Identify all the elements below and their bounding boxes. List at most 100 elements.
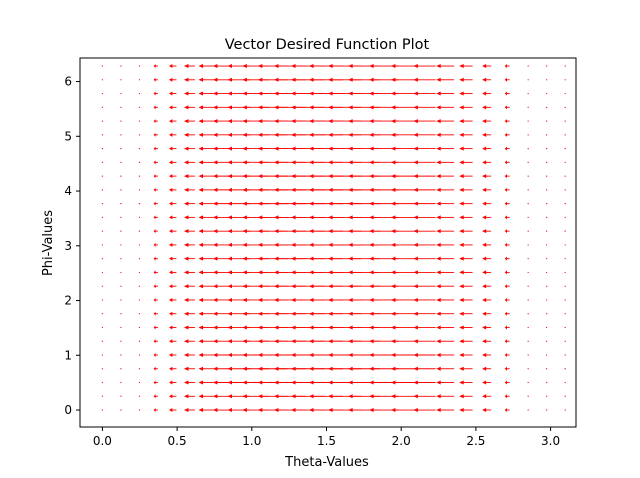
vector-arrow [169,242,177,247]
vector-arrow-head [413,311,418,316]
vector-arrow-head [183,284,189,289]
vector-arrow [120,106,122,108]
vector-arrow [504,270,510,275]
vector-arrow [413,105,436,110]
vector-arrow [183,64,195,69]
vector-arrow [138,313,141,315]
vector-arrow [504,119,510,124]
vector-arrow-head [413,229,418,234]
vector-arrow [169,325,177,330]
vector-arrow-head [436,174,441,179]
vector-arrow-head [291,297,296,302]
vector-arrow [482,256,492,261]
vector-arrow-head [273,174,279,179]
vector-arrow-head [504,325,507,330]
vector-arrow [459,242,473,247]
vector-arrow-head [291,339,296,344]
vector-arrow [436,119,455,124]
vector-arrow-head [459,297,464,302]
y-tick-label: 1 [64,348,72,362]
vector-arrow [564,299,566,301]
vector-arrow-head [257,91,263,96]
vector-arrow [504,380,510,385]
vector-arrow-head [504,229,507,234]
vector-arrow [390,215,418,220]
vector-arrow-head [309,366,314,371]
vector-arrow-head [153,105,156,110]
vector-arrow [153,215,158,220]
vector-arrow [546,409,548,411]
vector-arrow-head [242,352,247,357]
vector-arrow-head [273,119,279,124]
vector-arrow [482,132,492,137]
vector-arrow [564,395,566,397]
vector-arrow-head [436,229,441,234]
vector-arrow [169,187,177,192]
vector-arrow-head [482,270,487,275]
vector-arrow [459,187,473,192]
vector-arrow [459,366,473,371]
vector-arrow [413,174,436,179]
y-tick-label: 0 [64,403,72,417]
vector-arrow [564,189,566,191]
vector-arrow [183,215,195,220]
vector-arrow-head [227,325,232,330]
vector-arrow [546,368,548,370]
vector-arrow-head [348,408,353,413]
vector-arrow-head [183,64,189,69]
vector-arrow-head [459,339,464,344]
vector-arrow-head [459,146,464,151]
vector-arrow-head [369,242,374,247]
vector-arrow-head [198,297,203,302]
vector-arrow-head [183,408,189,413]
vector-arrow [546,271,548,274]
vector-arrow [413,160,436,165]
vector-arrow-head [212,366,218,371]
vector-arrow-head [273,242,279,247]
vector-arrow-head [212,242,218,247]
vector-arrow-head [309,256,314,261]
vector-arrow-head [153,229,156,234]
vector-arrow-head [242,174,247,179]
vector-arrow [504,146,510,151]
vector-arrow [120,299,122,301]
vector-arrow [101,409,104,411]
vector-arrow-head [169,77,173,82]
vector-arrow-head [153,77,156,82]
vector-arrow [153,352,158,357]
vector-arrow [183,270,195,275]
vector-arrow [183,408,195,413]
vector-arrow [138,175,141,177]
vector-arrow [101,354,104,356]
vector-arrow-head [212,132,218,137]
vector-arrow-head [413,174,418,179]
vector-arrow [120,381,122,384]
vector-arrow [101,161,104,163]
vector-arrow-head [169,64,173,69]
vector-arrow [390,119,418,124]
vector-arrow-head [242,132,247,137]
vector-arrow-head [504,394,507,399]
vector-arrow [504,160,510,165]
vector-arrow-head [227,270,232,275]
vector-arrow [527,203,529,205]
vector-arrow-head [328,229,333,234]
vector-arrow-head [169,160,173,165]
vector-arrow-head [482,105,487,110]
vector-arrow-head [482,394,487,399]
vector-arrow-head [183,242,189,247]
vector-arrow [527,395,529,397]
vector-arrow [120,258,122,260]
vector-arrow-head [153,64,156,69]
vector-arrow [436,64,455,69]
vector-arrow [183,132,195,137]
vector-arrow-head [153,215,156,220]
vector-arrow-head [348,242,353,247]
vector-arrow [564,326,566,329]
vector-arrow-head [273,215,279,220]
vector-arrow [169,91,177,96]
vector-arrow [198,187,214,192]
vector-arrow-head [369,352,374,357]
vector-arrow [459,394,473,399]
vector-arrow-head [459,77,464,82]
